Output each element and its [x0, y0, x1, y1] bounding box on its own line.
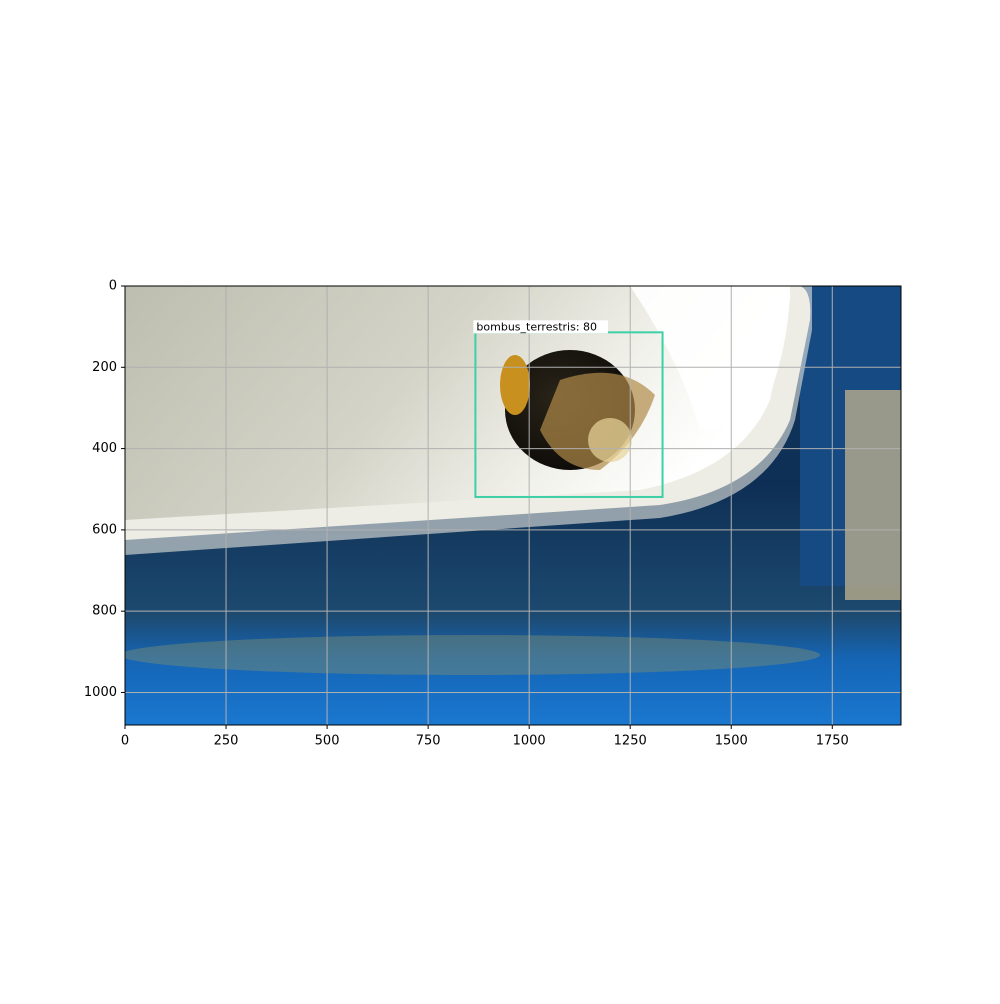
photo [125, 286, 901, 725]
x-tick-label: 250 [214, 734, 239, 749]
x-tick-label: 1000 [513, 734, 546, 749]
box-label: bombus_terrestris: 80 [476, 320, 597, 333]
label-background [473, 320, 609, 334]
axes-frame [124, 285, 902, 726]
y-tick-label: 1000 [84, 685, 117, 700]
x-tick-label: 500 [315, 734, 340, 749]
x-tick-label: 0 [121, 734, 129, 749]
ticks: 0 250 500 750 1000 1250 1500 1750 0 200 400 600 800 1… [84, 279, 849, 749]
x-tick-label: 750 [416, 734, 441, 749]
x-tick-label: 1750 [816, 734, 849, 749]
x-tick-label: 1500 [715, 734, 748, 749]
detections: bombus_terrestris: 80 [473, 320, 664, 498]
y-tick-label: 200 [92, 360, 117, 375]
y-tick-label: 0 [109, 279, 117, 294]
y-tick-label: 800 [92, 604, 117, 619]
y-tick-label: 400 [92, 441, 117, 456]
y-tick-label: 600 [92, 522, 117, 537]
x-tick-label: 1250 [614, 734, 647, 749]
